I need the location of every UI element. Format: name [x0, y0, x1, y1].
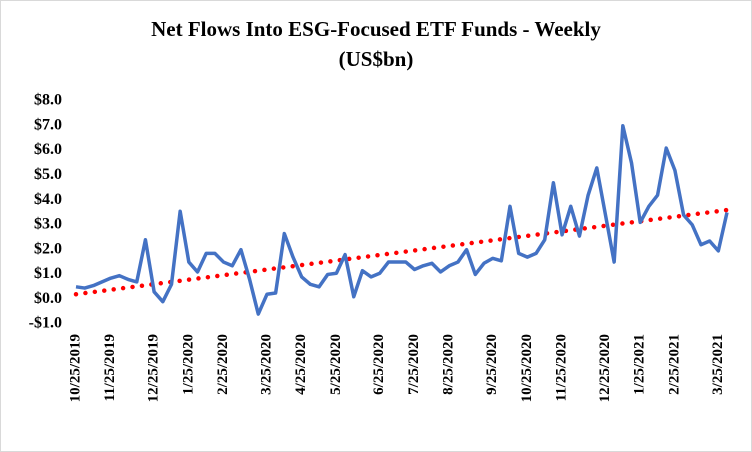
x-tick-label: 3/25/2021 — [710, 334, 726, 395]
x-tick-label: 12/25/2019 — [146, 334, 162, 402]
x-tick-label: 2/25/2021 — [666, 334, 682, 395]
x-tick-label: 3/25/2020 — [258, 334, 274, 395]
x-tick-label: 5/25/2020 — [328, 334, 344, 395]
x-tick-label: 2/25/2020 — [215, 334, 231, 395]
y-tick-label: $5.0 — [34, 166, 62, 183]
x-tick-label: 11/25/2019 — [102, 334, 118, 402]
y-tick-label: $6.0 — [34, 141, 62, 158]
chart-subtitle: (US$bn) — [339, 47, 414, 71]
x-tick-label: 10/25/2020 — [519, 334, 535, 402]
chart-title: Net Flows Into ESG-Focused ETF Funds - W… — [151, 17, 601, 41]
y-tick-label: $2.0 — [34, 240, 62, 257]
y-tick-label: $3.0 — [34, 216, 62, 233]
y-tick-label: -$1.0 — [29, 315, 62, 332]
x-tick-label: 4/25/2020 — [293, 334, 309, 395]
x-tick-label: 8/25/2020 — [441, 334, 457, 395]
x-tick-label: 6/25/2020 — [371, 334, 387, 395]
x-tick-label: 11/25/2020 — [554, 334, 570, 402]
y-tick-label: $1.0 — [34, 265, 62, 282]
y-tick-label: $7.0 — [34, 116, 62, 133]
x-tick-label: 1/25/2020 — [180, 334, 196, 395]
x-tick-label: 10/25/2019 — [67, 334, 83, 402]
y-tick-label: $4.0 — [34, 191, 62, 208]
y-tick-label: $0.0 — [34, 290, 62, 307]
x-tick-label: 7/25/2020 — [406, 334, 422, 395]
x-tick-label: 9/25/2020 — [484, 334, 500, 395]
data-line — [75, 124, 729, 316]
y-tick-label: $8.0 — [34, 92, 62, 109]
x-tick-label: 12/25/2020 — [597, 334, 613, 402]
x-tick-label: 1/25/2021 — [632, 334, 648, 395]
